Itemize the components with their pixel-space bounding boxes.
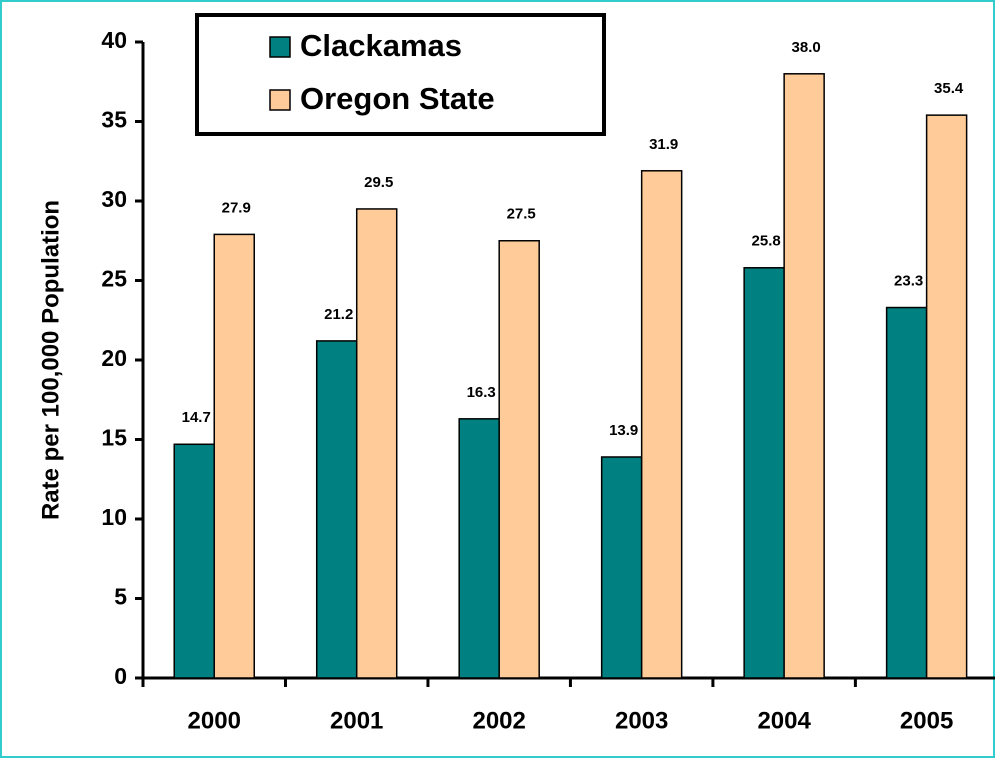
data-label: 29.5: [364, 174, 393, 191]
data-label: 38.0: [792, 39, 821, 56]
x-tick-label: 2000: [188, 707, 241, 734]
x-tick-label: 2005: [900, 707, 953, 734]
data-label: 21.2: [324, 306, 353, 323]
y-tick-label: 25: [101, 266, 127, 292]
x-tick-label: 2001: [330, 707, 383, 734]
y-tick-label: 10: [101, 504, 127, 530]
y-tick-label: 5: [114, 584, 127, 610]
y-tick-label: 30: [101, 186, 127, 212]
bar: [355, 208, 398, 679]
data-label: 31.9: [649, 136, 678, 153]
data-label: 14.7: [182, 409, 211, 426]
data-label: 27.5: [507, 206, 536, 223]
bar: [173, 443, 215, 679]
y-tick-label: 20: [101, 345, 127, 371]
y-tick-label: 40: [101, 27, 127, 53]
bar: [458, 418, 500, 679]
data-label: 16.3: [467, 384, 496, 401]
y-axis-label: Rate per 100,000 Population: [37, 200, 64, 520]
legend-box: [195, 13, 606, 136]
bar: [925, 114, 968, 679]
bar: [885, 306, 928, 679]
x-tick-label: 2003: [615, 707, 668, 734]
legend-label: Clackamas: [300, 28, 462, 63]
bar: [783, 73, 825, 679]
data-label: 27.9: [222, 199, 251, 216]
bar: [315, 340, 358, 679]
data-label: 23.3: [894, 272, 923, 289]
y-tick-label: 35: [101, 107, 127, 133]
bar: [640, 170, 683, 679]
data-label: 13.9: [609, 422, 638, 439]
data-label: 35.4: [934, 80, 964, 97]
x-tick-label: 2004: [757, 707, 811, 734]
bar: [498, 240, 540, 679]
x-tick-label: 2002: [472, 707, 525, 734]
bar: [600, 456, 643, 679]
data-label: 25.8: [752, 233, 781, 250]
legend-swatch: [269, 36, 291, 58]
bar: [213, 233, 255, 679]
bar: [743, 267, 785, 679]
legend-label: Oregon State: [300, 81, 495, 116]
legend-swatch: [269, 89, 291, 111]
y-tick-label: 0: [114, 663, 127, 689]
y-tick-label: 15: [101, 425, 127, 451]
